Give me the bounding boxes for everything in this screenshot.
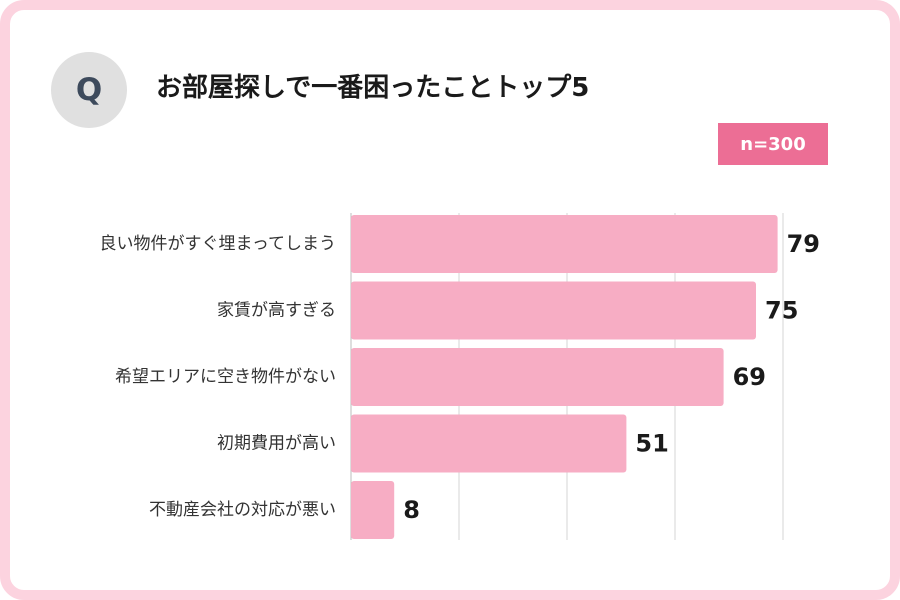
- bar: [351, 414, 627, 473]
- bar: [351, 348, 724, 406]
- value-label: 51: [635, 430, 668, 458]
- bar: [351, 281, 756, 340]
- bar: [351, 481, 395, 539]
- chart-title: お部屋探しで一番困ったことトップ5: [156, 73, 590, 103]
- category-label: 良い物件がすぐ埋まってしまう: [100, 234, 336, 254]
- category-label: 家賃が高すぎる: [217, 301, 336, 321]
- bar: [351, 215, 778, 273]
- value-label: 79: [787, 230, 820, 258]
- value-label: 69: [733, 363, 766, 391]
- question-badge: Q: [51, 52, 127, 128]
- category-label: 初期費用が高い: [217, 434, 336, 454]
- value-label: 8: [403, 496, 420, 524]
- value-label: 75: [765, 297, 798, 325]
- category-label: 不動産会社の対応が悪い: [149, 500, 336, 520]
- sample-size-badge: n=300: [718, 123, 828, 165]
- category-label: 希望エリアに空き物件がない: [115, 367, 336, 387]
